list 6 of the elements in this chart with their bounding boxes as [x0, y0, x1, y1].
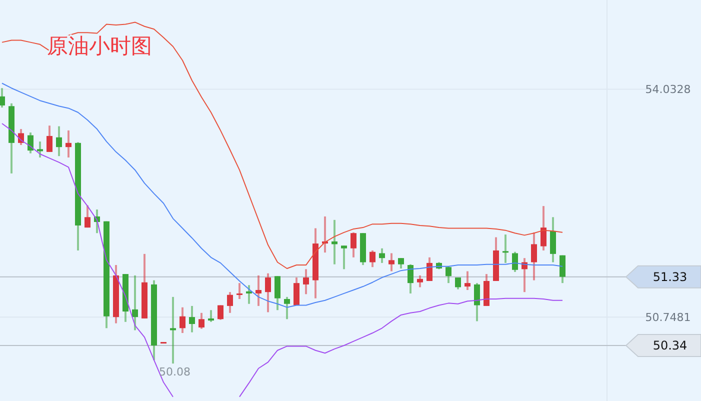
- y-tick-label: 54.0328: [645, 83, 691, 96]
- annotation: 50.08: [159, 365, 190, 378]
- ref-line-label: 51.33: [652, 270, 688, 284]
- ref-line-label: 50.34: [652, 338, 688, 353]
- y-tick-label: 50.7481: [645, 311, 691, 324]
- line-series: [2, 22, 563, 269]
